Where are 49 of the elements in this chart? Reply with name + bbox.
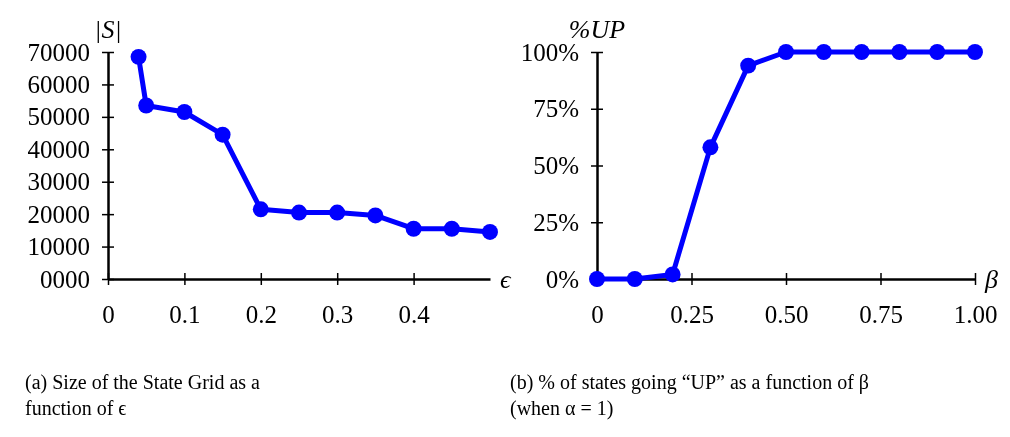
- y-tick-label: 20000: [27, 200, 90, 228]
- point: [815, 44, 832, 60]
- point: [589, 271, 605, 287]
- text: (b) % of states going “UP” as a function of β (when α = 1): [510, 371, 869, 420]
- point: [664, 266, 681, 283]
- y-tick-label: 40000: [27, 135, 90, 163]
- point: [967, 44, 983, 60]
- text: (a) Size of the State Grid as a function of ϵ: [25, 371, 261, 419]
- x-tick-label: 0: [591, 300, 604, 328]
- point: [291, 204, 307, 221]
- x-tick-label: 0.75: [859, 300, 903, 328]
- point: [482, 224, 498, 240]
- y-axis-title: |S|: [94, 15, 122, 44]
- point: [214, 126, 231, 143]
- y-tick-label: 50%: [533, 152, 579, 179]
- y-tick-label: 70000: [27, 38, 90, 66]
- y-tick-label: 0%: [545, 265, 579, 293]
- x-tick-label: 0.25: [670, 300, 714, 328]
- x-tick-label: 0: [102, 300, 115, 328]
- x-tick-label: 0.1: [169, 300, 201, 328]
- x-tick-label: 0.2: [245, 300, 277, 328]
- point: [929, 44, 946, 60]
- point: [138, 97, 155, 114]
- x-axis-title: β: [984, 265, 998, 294]
- x-tick-label: 0.50: [764, 300, 809, 328]
- point: [252, 201, 269, 218]
- point: [740, 57, 757, 74]
- point: [626, 271, 643, 287]
- point: [891, 44, 908, 60]
- point: [443, 220, 460, 237]
- y-tick-label: 30000: [27, 168, 90, 196]
- point: [329, 204, 346, 221]
- x-tick-label: 0.4: [398, 300, 431, 328]
- y-tick-label: 50000: [27, 103, 90, 131]
- y-tick-label: 25%: [533, 208, 579, 236]
- y-tick-label: 60000: [27, 70, 90, 98]
- point: [130, 48, 147, 65]
- y-tick-label: 0000: [40, 265, 90, 293]
- point: [853, 44, 870, 60]
- x-tick-label: 0.3: [322, 300, 354, 328]
- point: [778, 44, 794, 60]
- x-axis-title: ϵ: [500, 265, 512, 294]
- y-tick-label: 10000: [27, 233, 90, 261]
- x-tick-label: 1.00: [953, 300, 998, 328]
- point: [176, 104, 193, 120]
- y-tick-label: 75%: [533, 95, 579, 123]
- point: [367, 207, 384, 224]
- point: [405, 220, 422, 237]
- point: [702, 139, 719, 156]
